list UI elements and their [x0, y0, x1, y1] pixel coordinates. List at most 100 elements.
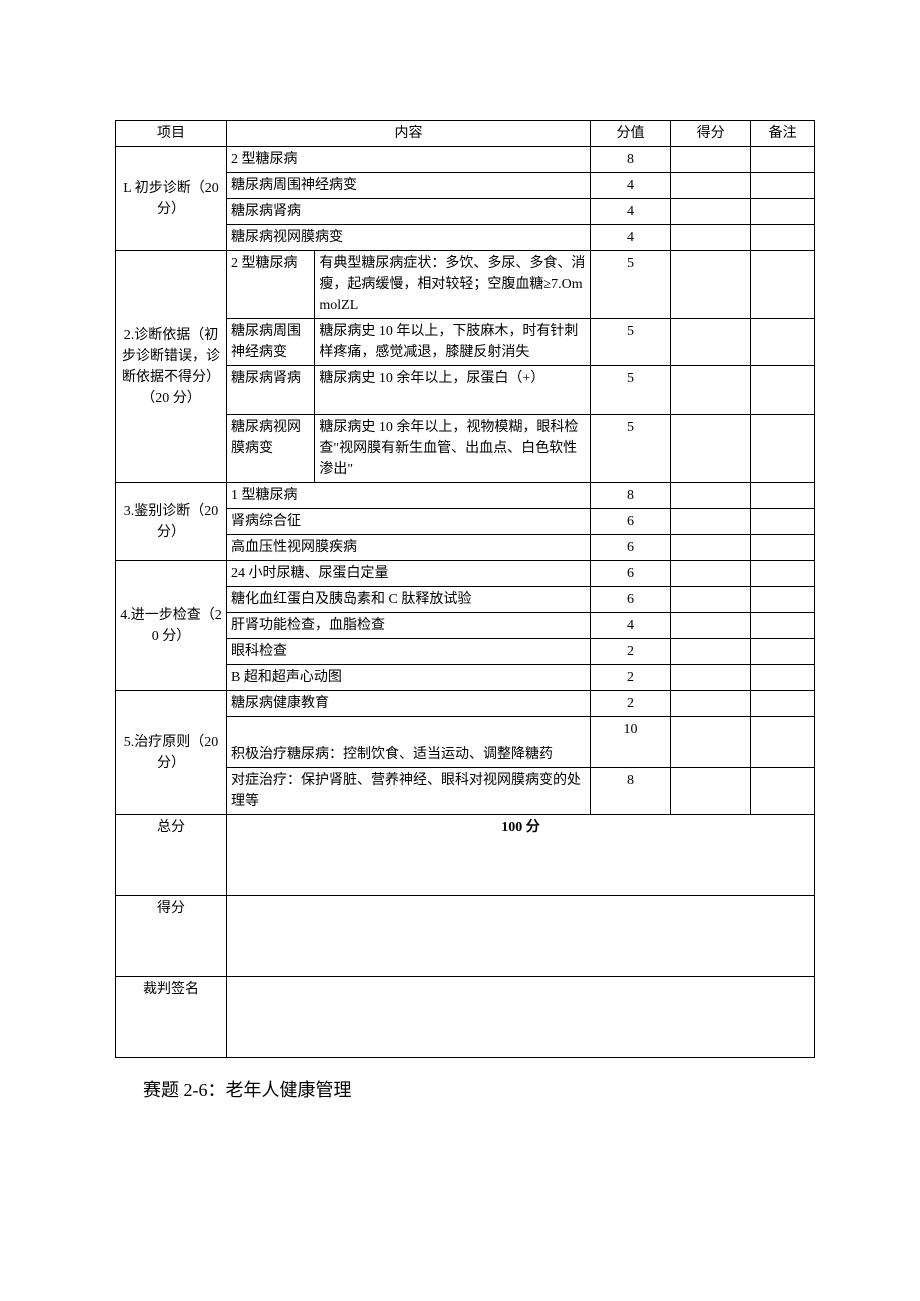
cell-note: [751, 199, 815, 225]
cell-note: [751, 225, 815, 251]
cell-detail: 有典型糖尿病症状：多饮、多尿、多食、消瘦，起病缓慢，相对较轻；空腹血糖≥7.Om…: [315, 251, 590, 319]
cell-content: 糖尿病肾病: [227, 199, 591, 225]
cell-content: 肾病综合征: [227, 509, 591, 535]
header-item: 项目: [116, 121, 227, 147]
cell-got: [671, 535, 751, 561]
cell-note: [751, 147, 815, 173]
got-label: 得分: [116, 896, 227, 977]
section4-label: 4.进一步检查（20 分）: [116, 561, 227, 691]
section3-label: 3.鉴别诊断（20 分）: [116, 483, 227, 561]
got-value: [227, 896, 815, 977]
sign-label: 裁判签名: [116, 977, 227, 1058]
cell-got: [671, 561, 751, 587]
got-row: 得分: [116, 896, 815, 977]
cell-note: [751, 535, 815, 561]
cell-got: [671, 366, 751, 415]
cell-content: B 超和超声心动图: [227, 665, 591, 691]
cell-note: [751, 509, 815, 535]
cell-content: 肝肾功能检查，血脂检查: [227, 613, 591, 639]
cell-got: [671, 509, 751, 535]
cell-got: [671, 768, 751, 815]
cell-content: 1 型糖尿病: [227, 483, 591, 509]
cell-content: 糖化血红蛋白及胰岛素和 C 肽释放试验: [227, 587, 591, 613]
section5-label: 5.治疗原则（20 分）: [116, 691, 227, 815]
sign-value: [227, 977, 815, 1058]
total-value: 100 分: [227, 815, 815, 896]
cell-note: [751, 639, 815, 665]
header-score: 分值: [590, 121, 670, 147]
cell-content: 积极治疗糖尿病：控制饮食、适当运动、调整降糖药: [227, 717, 591, 768]
cell-got: [671, 319, 751, 366]
cell-note: [751, 173, 815, 199]
cell-score: 6: [590, 509, 670, 535]
cell-score: 2: [590, 691, 670, 717]
cell-content: 24 小时尿糖、尿蛋白定量: [227, 561, 591, 587]
cell-got: [671, 717, 751, 768]
cell-score: 5: [590, 415, 670, 483]
cell-note: [751, 691, 815, 717]
cell-note: [751, 561, 815, 587]
cell-score: 4: [590, 199, 670, 225]
table-row: L 初步诊断（20 分） 2 型糖尿病 8: [116, 147, 815, 173]
total-label: 总分: [116, 815, 227, 896]
cell-detail: 糖尿病史 10 年以上，下肢麻木，时有针刺样疼痛，感觉减退，膝腱反射消失: [315, 319, 590, 366]
cell-content: 糖尿病视网膜病变: [227, 225, 591, 251]
cell-note: [751, 717, 815, 768]
cell-score: 6: [590, 587, 670, 613]
cell-note: [751, 613, 815, 639]
cell-note: [751, 415, 815, 483]
cell-score: 8: [590, 768, 670, 815]
cell-note: [751, 665, 815, 691]
cell-score: 8: [590, 147, 670, 173]
section1-label: L 初步诊断（20 分）: [116, 147, 227, 251]
header-note: 备注: [751, 121, 815, 147]
cell-got: [671, 587, 751, 613]
cell-detail: 糖尿病史 10 余年以上，视物模糊，眼科检查"视网膜有新生血管、出血点、白色软性…: [315, 415, 590, 483]
cell-got: [671, 199, 751, 225]
cell-got: [671, 665, 751, 691]
cell-score: 10: [590, 717, 670, 768]
section2-label: 2.诊断依据（初步诊断错误，诊断依据不得分）（20 分）: [116, 251, 227, 483]
cell-note: [751, 319, 815, 366]
cell-sub: 糖尿病周围神经病变: [227, 319, 315, 366]
cell-got: [671, 225, 751, 251]
cell-content: 高血压性视网膜疾病: [227, 535, 591, 561]
cell-got: [671, 613, 751, 639]
sign-row: 裁判签名: [116, 977, 815, 1058]
cell-content: 对症治疗：保护肾脏、营养神经、眼科对视网膜病变的处理等: [227, 768, 591, 815]
cell-note: [751, 587, 815, 613]
total-row: 总分 100 分: [116, 815, 815, 896]
table-row: 4.进一步检查（20 分） 24 小时尿糖、尿蛋白定量 6: [116, 561, 815, 587]
cell-got: [671, 147, 751, 173]
header-got: 得分: [671, 121, 751, 147]
cell-score: 2: [590, 639, 670, 665]
cell-note: [751, 251, 815, 319]
table-row: 2.诊断依据（初步诊断错误，诊断依据不得分）（20 分） 2 型糖尿病 有典型糖…: [116, 251, 815, 319]
footer-title: 赛题 2-6：老年人健康管理: [115, 1076, 815, 1102]
cell-got: [671, 483, 751, 509]
cell-score: 8: [590, 483, 670, 509]
cell-score: 4: [590, 173, 670, 199]
cell-detail: 糖尿病史 10 余年以上，尿蛋白（+）: [315, 366, 590, 415]
cell-score: 5: [590, 319, 670, 366]
cell-score: 6: [590, 535, 670, 561]
header-content: 内容: [227, 121, 591, 147]
cell-got: [671, 173, 751, 199]
cell-content: 糖尿病健康教育: [227, 691, 591, 717]
cell-got: [671, 639, 751, 665]
cell-score: 2: [590, 665, 670, 691]
scoring-table: 项目 内容 分值 得分 备注 L 初步诊断（20 分） 2 型糖尿病 8 糖尿病…: [115, 120, 815, 1058]
cell-content: 2 型糖尿病: [227, 147, 591, 173]
cell-note: [751, 483, 815, 509]
cell-sub: 糖尿病视网膜病变: [227, 415, 315, 483]
table-row: 5.治疗原则（20 分） 糖尿病健康教育 2: [116, 691, 815, 717]
table-row: 3.鉴别诊断（20 分） 1 型糖尿病 8: [116, 483, 815, 509]
cell-got: [671, 251, 751, 319]
cell-score: 5: [590, 366, 670, 415]
cell-content: 糖尿病周围神经病变: [227, 173, 591, 199]
cell-score: 4: [590, 225, 670, 251]
cell-note: [751, 768, 815, 815]
table-header-row: 项目 内容 分值 得分 备注: [116, 121, 815, 147]
cell-got: [671, 691, 751, 717]
cell-score: 6: [590, 561, 670, 587]
